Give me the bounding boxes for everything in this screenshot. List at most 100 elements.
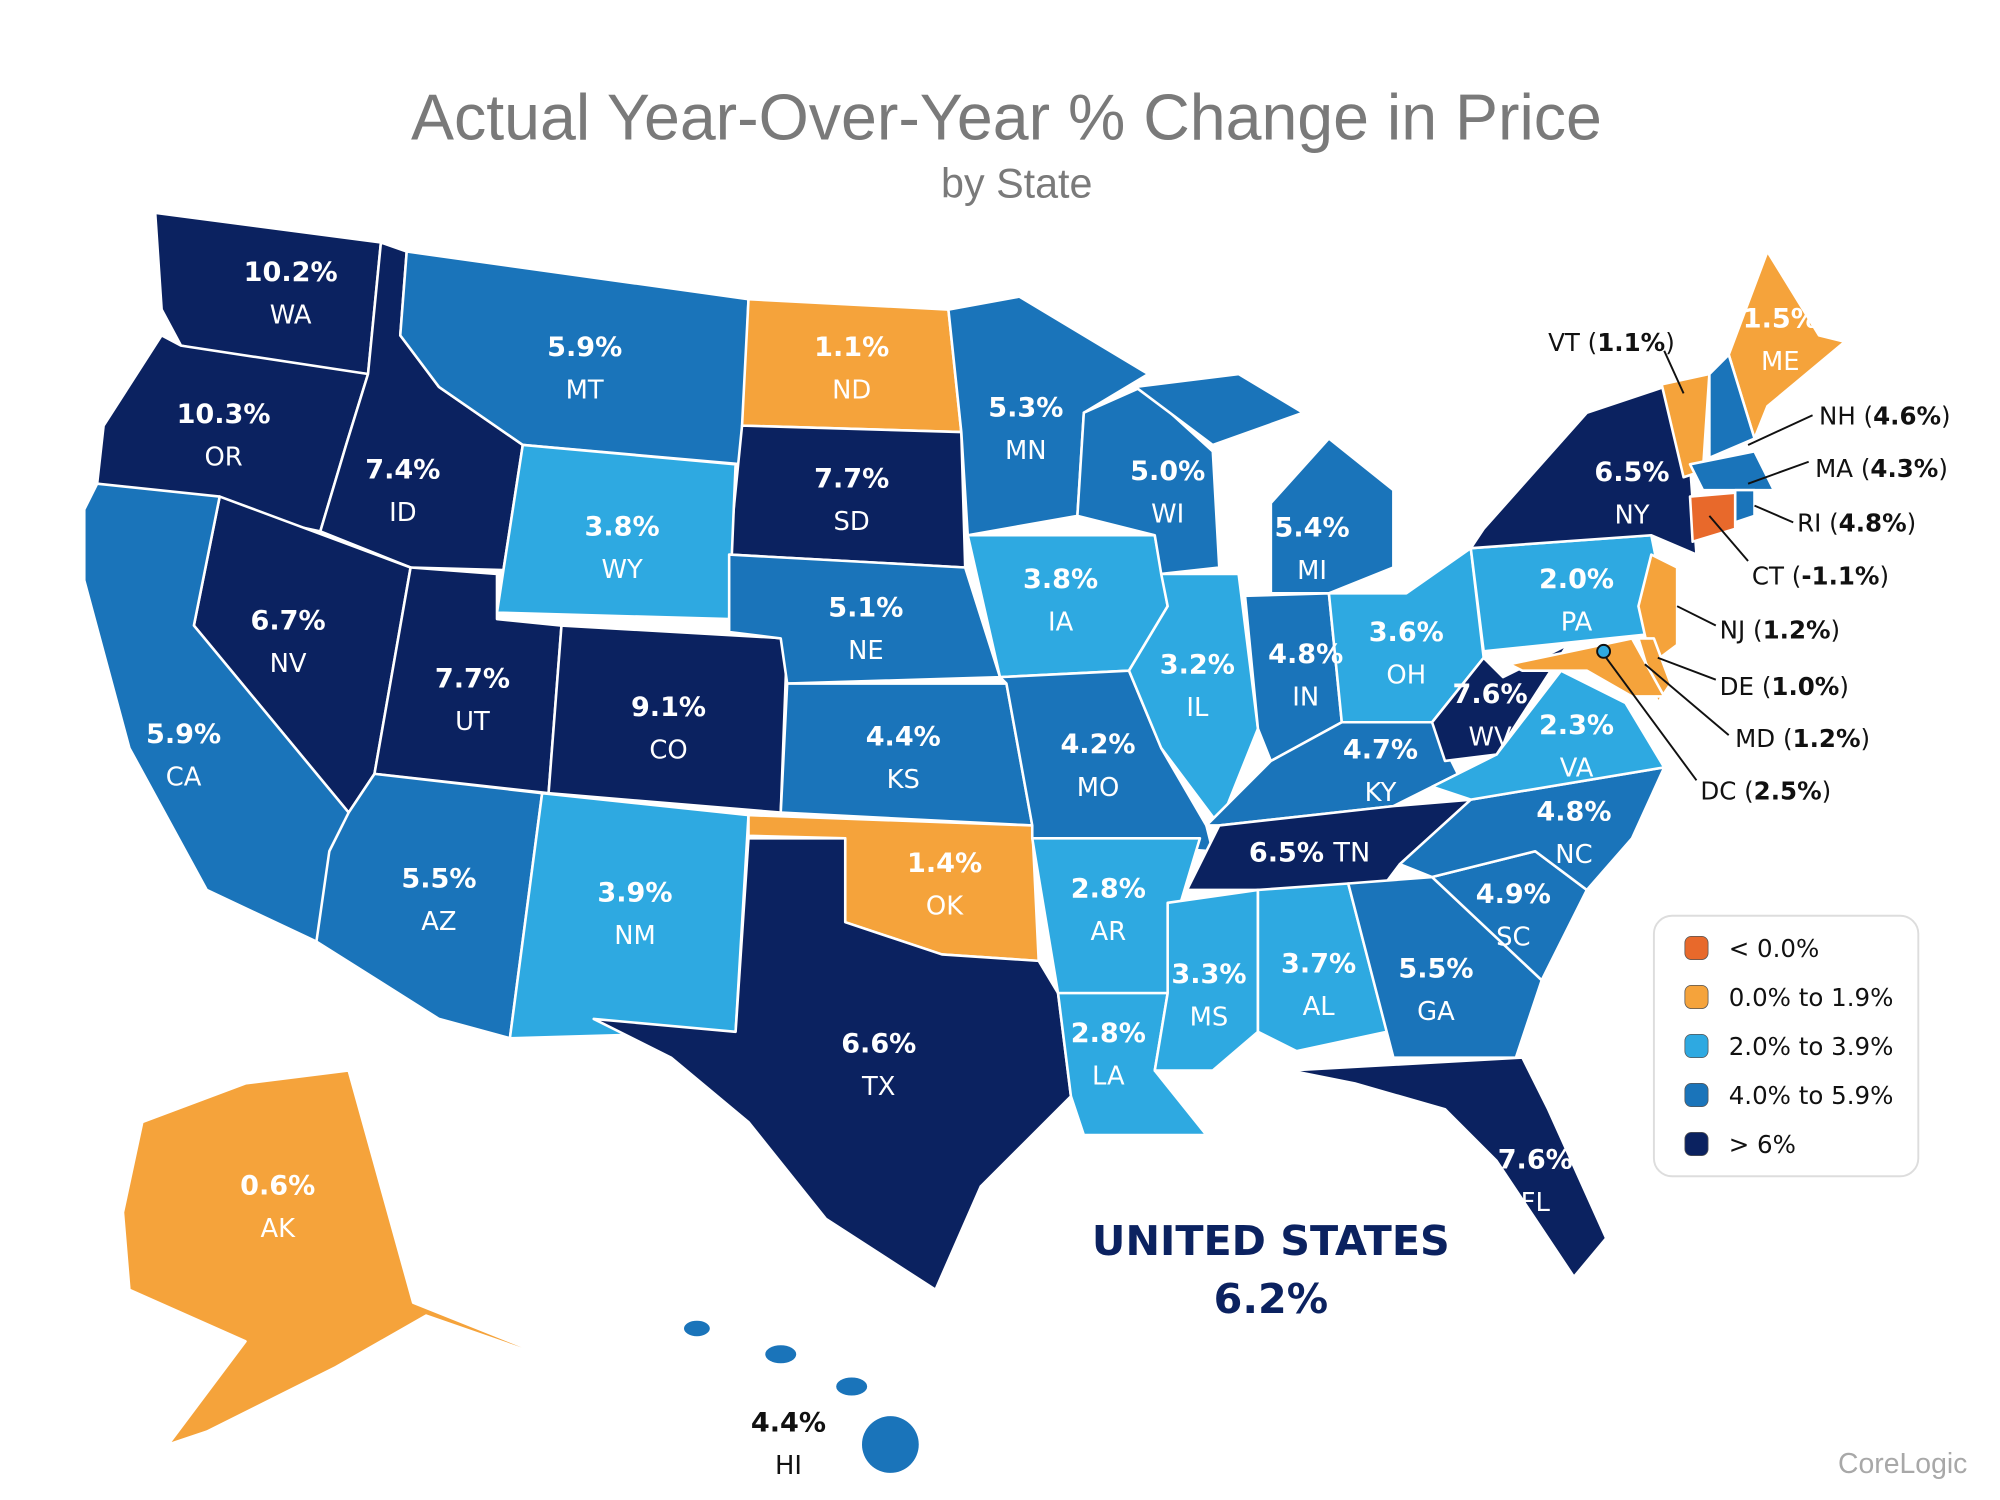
state-value-mn: 5.3% (988, 393, 1063, 424)
state-value-mo: 4.2% (1060, 729, 1135, 760)
state-abbr-ks: KS (887, 765, 920, 795)
state-abbr-wv: WV (1469, 722, 1512, 752)
legend-swatch-4to5.9 (1684, 1083, 1709, 1108)
state-il (1127, 572, 1260, 827)
state-ct (1688, 491, 1737, 543)
state-value-mt: 5.9% (547, 332, 622, 363)
legend-swatch-2to3.9 (1684, 1034, 1709, 1058)
state-hi (836, 1377, 868, 1396)
state-value-pa: 2.0% (1539, 564, 1614, 595)
state-value-hi: 4.4% (751, 1408, 826, 1439)
state-wy (495, 443, 737, 621)
state-abbr-ne: NE (848, 636, 884, 666)
state-callouts: VT (1.1%) NH (4.6%) MA (4.3%) RI (4.8%) CT (… (1548, 328, 1950, 806)
state-ks (779, 682, 1034, 827)
state-labels: 10.2% WA 10.3% OR 7.4% ID 5.9% MT 1.1% ND 7.7% SD 5.… (146, 257, 1818, 1481)
state-ak (121, 1069, 576, 1446)
state-abbr-nv: NV (270, 649, 307, 679)
state-hi (765, 1345, 797, 1364)
callout-value: 1.2% (1763, 615, 1831, 644)
callout-value: 4.6% (1873, 401, 1941, 430)
national-label: UNITED STATES (1092, 1217, 1450, 1265)
callout-line-md (1644, 663, 1730, 736)
state-abbr-hi: HI (775, 1451, 802, 1481)
callout-ri: RI (4.8%) (1797, 508, 1916, 537)
legend-label: 4.0% to 5.9% (1729, 1081, 1894, 1110)
state-abbr-fl: FL (1521, 1188, 1551, 1218)
map-subtitle: by State (941, 160, 1092, 206)
state-abbr-in: IN (1292, 683, 1319, 713)
state-abbr-ak: AK (260, 1214, 296, 1244)
state-abbr-sd: SD (834, 507, 870, 537)
state-value-me: 1.5% (1743, 304, 1818, 335)
callout-value: -1.1% (1801, 561, 1879, 590)
callout-ct: CT (-1.1%) (1752, 561, 1889, 590)
state-abbr-ia: IA (1048, 608, 1074, 638)
state-value-fl: 7.6% (1498, 1145, 1573, 1176)
callout-abbr: VT (1548, 328, 1581, 357)
state-value-sd: 7.7% (814, 464, 889, 495)
state-value-nc: 4.8% (1536, 796, 1611, 827)
state-dc (1596, 643, 1612, 659)
state-value-co: 9.1% (631, 692, 706, 723)
state-value-ok: 1.4% (907, 848, 982, 879)
callout-line-vt (1663, 350, 1685, 394)
state-mi (1269, 437, 1395, 595)
callout-nj: NJ (1.2%) (1720, 615, 1840, 644)
national-value: 6.2% (1214, 1275, 1328, 1323)
state-abbr-wa: WA (270, 301, 312, 331)
state-value-ne: 5.1% (828, 593, 903, 624)
state-value-wi: 5.0% (1130, 456, 1205, 487)
legend: < 0.0% 0.0% to 1.9% 2.0% to 3.9% 4.0% to 5.… (1652, 914, 1920, 1178)
state-abbr-ok: OK (926, 891, 964, 921)
state-value-ut: 7.7% (435, 663, 510, 694)
state-abbr-or: OR (204, 443, 242, 473)
callout-line-de (1657, 656, 1717, 681)
legend-swatch-gt6 (1684, 1132, 1709, 1157)
state-value-in: 4.8% (1268, 639, 1343, 670)
callout-value: 1.0% (1771, 672, 1839, 701)
map-title: Actual Year-Over-Year % Change in Price (411, 81, 1602, 153)
state-abbr-me: ME (1761, 347, 1800, 377)
callout-abbr: MA (1815, 454, 1853, 483)
state-value-ks: 4.4% (866, 721, 941, 752)
state-abbr-ut: UT (455, 707, 490, 737)
legend-swatch-0to1.9 (1684, 984, 1709, 1009)
state-mi (1134, 372, 1305, 447)
state-abbr-al: AL (1303, 992, 1336, 1022)
state-abbr-mn: MN (1005, 436, 1047, 466)
state-abbr-mi: MI (1297, 556, 1327, 586)
state-value-ca: 5.9% (146, 719, 221, 750)
callout-abbr: DE (1720, 672, 1754, 701)
legend-swatch-lt0 (1684, 935, 1709, 960)
source-credit: CoreLogic (1838, 1448, 1967, 1480)
state-fl (1288, 1056, 1608, 1279)
state-nm (508, 791, 750, 1040)
state-abbr-la: LA (1092, 1062, 1125, 1092)
callout-dc: DC (2.5%) (1700, 777, 1831, 806)
state-hi (684, 1320, 710, 1337)
state-value-wa: 10.2% (244, 257, 338, 288)
state-value: 6.5% (1249, 838, 1334, 869)
state-value-mi: 5.4% (1275, 513, 1350, 544)
callout-vt: VT (1.1%) (1548, 328, 1675, 357)
callout-value: 4.8% (1839, 508, 1907, 537)
state-value-al: 3.7% (1281, 948, 1356, 979)
state-wv (1430, 643, 1569, 763)
state-value-ga: 5.5% (1398, 954, 1473, 985)
state-abbr-ca: CA (166, 762, 202, 792)
state-value-wv: 7.6% (1453, 679, 1528, 710)
callout-md: MD (1.2%) (1735, 724, 1870, 753)
state-abbr-ga: GA (1417, 997, 1455, 1027)
state-abbr-ar: AR (1091, 917, 1127, 947)
state-abbr-co: CO (649, 735, 687, 765)
state-abbr-wy: WY (601, 555, 642, 585)
state-abbr-az: AZ (421, 907, 456, 937)
state-abbr-nc: NC (1555, 840, 1592, 870)
callout-value: 2.5% (1754, 777, 1822, 806)
callout-abbr: NJ (1720, 615, 1746, 644)
state-abbr-nd: ND (832, 376, 871, 406)
callout-line-ma (1747, 460, 1810, 485)
state-abbr-wi: WI (1151, 499, 1184, 529)
